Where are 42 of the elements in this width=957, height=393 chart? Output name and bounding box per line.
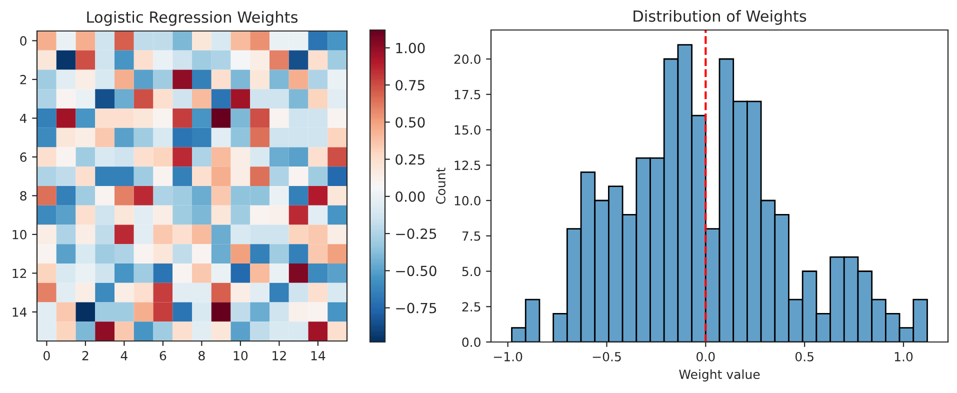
y-tick-label: 12 xyxy=(12,268,26,278)
color-bar-label: −0.75 xyxy=(396,302,436,314)
x-tick-label: 14 xyxy=(311,351,326,360)
x-tick-label: 1.0 xyxy=(894,352,913,362)
y-tick-label: 4 xyxy=(20,114,27,123)
x-tick-label: 8 xyxy=(198,350,205,360)
x-tick-label: 0.0 xyxy=(696,352,715,362)
chart-title: Logistic Regression Weights xyxy=(87,11,298,26)
color-bar-label: −0.50 xyxy=(396,266,436,276)
x-tick-label: 2 xyxy=(82,350,88,360)
color-bar-label: 0.00 xyxy=(396,191,425,202)
y-tick-label: 10.0 xyxy=(454,196,480,206)
y-tick-label: 6 xyxy=(20,152,26,162)
y-tick-label: 0.0 xyxy=(462,337,480,347)
x-tick-label: 0 xyxy=(44,350,50,360)
y-tick-label: 20.0 xyxy=(454,54,480,64)
y-axis-title: Count xyxy=(436,168,446,204)
x-tick-label: 0.5 xyxy=(795,352,814,362)
x-tick-label: 4 xyxy=(120,351,128,360)
y-tick-label: 2.5 xyxy=(462,302,480,312)
x-tick-label: −1.0 xyxy=(494,352,522,362)
y-tick-label: 8 xyxy=(20,191,26,201)
y-tick-label: 7.5 xyxy=(462,232,480,241)
y-tick-label: 15.0 xyxy=(454,125,480,135)
y-tick-label: 2 xyxy=(20,74,26,84)
y-tick-label: 17.5 xyxy=(454,90,480,100)
color-bar-label: 0.25 xyxy=(396,154,424,165)
color-bar-label: 0.75 xyxy=(396,80,424,90)
y-tick-label: 5.0 xyxy=(462,266,480,276)
x-tick-label: 6 xyxy=(160,350,166,360)
color-bar-label: 0.50 xyxy=(396,117,425,128)
y-tick-label: 0 xyxy=(20,36,26,46)
chart-title: Distribution of Weights xyxy=(634,10,806,25)
x-tick-label: 12 xyxy=(272,350,286,360)
color-bar-label: −0.25 xyxy=(396,228,436,240)
x-tick-label: 10 xyxy=(234,350,248,360)
y-tick-label: 10 xyxy=(12,230,26,240)
color-bar-label: 1.00 xyxy=(396,42,425,54)
y-tick-label: 14 xyxy=(12,308,27,317)
x-tick-label: −0.5 xyxy=(592,352,621,362)
x-axis-title: Weight value xyxy=(679,369,760,382)
y-tick-label: 12.5 xyxy=(454,160,480,170)
